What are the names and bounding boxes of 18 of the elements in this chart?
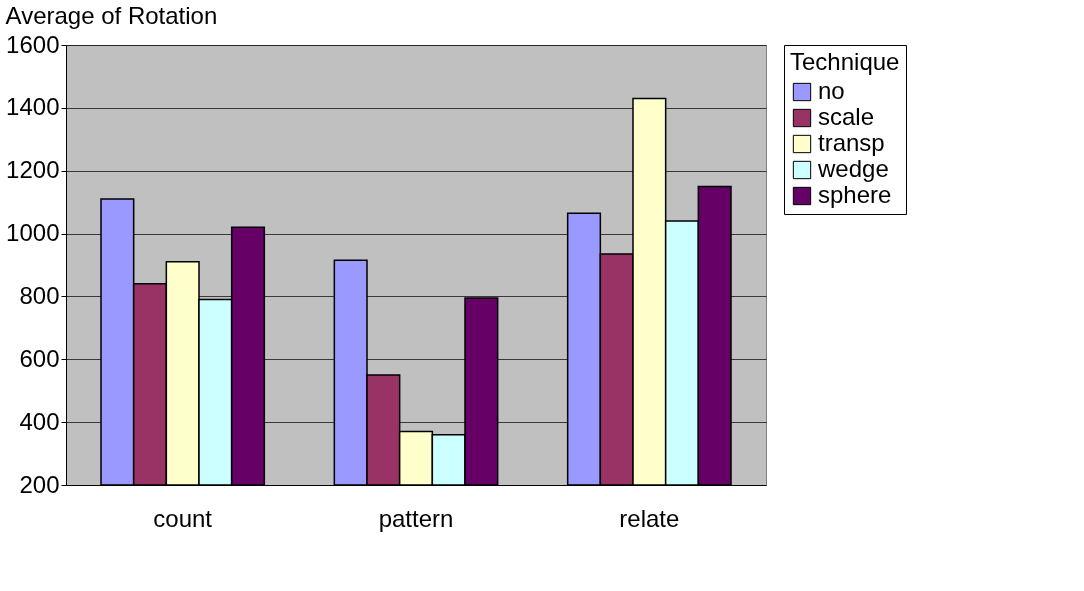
legend-label: transp: [818, 129, 885, 156]
legend-label: wedge: [817, 155, 889, 182]
y-tick-label: 600: [19, 344, 60, 372]
y-tick-label: 200: [19, 470, 60, 498]
x-tick-label: count: [153, 504, 213, 532]
y-tick-label: 800: [19, 281, 60, 309]
y-tick-label: 1600: [6, 30, 60, 58]
legend-label: no: [818, 77, 845, 104]
legend-label: scale: [818, 103, 875, 130]
y-tick-label: 1200: [6, 156, 60, 184]
x-tick-label: relate: [619, 504, 680, 532]
y-tick-label: 1400: [6, 93, 60, 121]
y-tick-label: 400: [19, 407, 60, 435]
legend-title: Technique: [790, 48, 900, 75]
chart-title: Average of Rotation: [5, 2, 218, 29]
legend-label: sphere: [818, 181, 892, 208]
y-tick-label: 1000: [6, 219, 60, 247]
x-tick-label: pattern: [378, 504, 454, 532]
